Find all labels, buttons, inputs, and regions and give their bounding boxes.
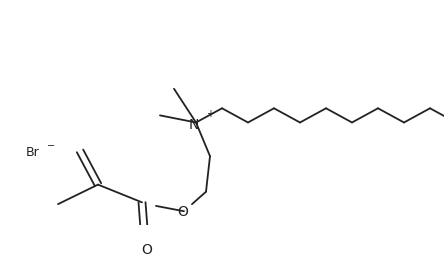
- Text: −: −: [47, 141, 55, 151]
- Text: O: O: [142, 243, 152, 254]
- Text: Br: Br: [26, 146, 40, 159]
- Text: +: +: [206, 109, 214, 119]
- Text: N: N: [189, 118, 199, 132]
- Text: O: O: [178, 205, 188, 219]
